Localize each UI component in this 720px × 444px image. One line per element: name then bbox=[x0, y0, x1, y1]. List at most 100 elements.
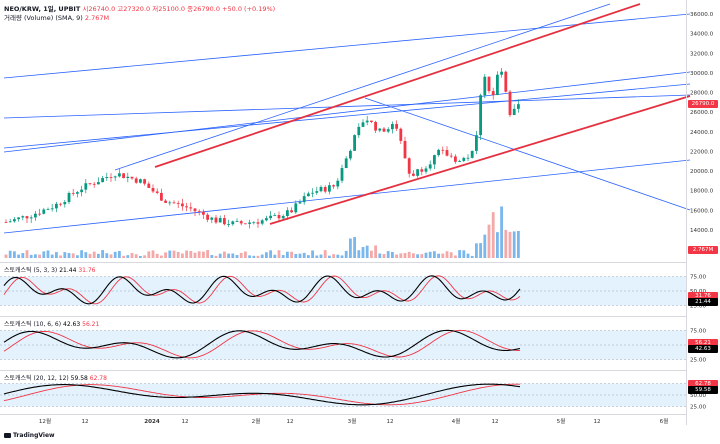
candle-body bbox=[403, 140, 407, 159]
volume-bar bbox=[357, 250, 361, 258]
volume-value: 2.767M bbox=[84, 14, 110, 22]
volume-bar bbox=[265, 252, 268, 258]
candle-body bbox=[25, 216, 29, 219]
stoch-2-d-tag: 56.21 bbox=[688, 339, 718, 347]
candle-body bbox=[42, 209, 46, 214]
volume-bar bbox=[403, 253, 407, 258]
volume-bar bbox=[13, 251, 16, 258]
candle-body bbox=[374, 121, 377, 131]
stoch-3-label[interactable]: 스토캐스틱 (20, 12, 12) 59.58 62.78 bbox=[4, 375, 107, 382]
trend-line-blue bbox=[3, 13, 691, 79]
volume-bar bbox=[332, 254, 335, 258]
volume-bar bbox=[374, 245, 377, 258]
candle-body bbox=[214, 217, 218, 223]
candle-body bbox=[370, 120, 373, 122]
candle-body bbox=[302, 196, 306, 203]
volume-bar bbox=[323, 250, 327, 258]
volume-bar bbox=[395, 254, 398, 258]
volume-bar bbox=[449, 252, 453, 258]
candle-body bbox=[71, 192, 75, 194]
candle-body bbox=[38, 213, 41, 215]
volume-bar bbox=[311, 250, 314, 258]
volume-bar bbox=[109, 254, 113, 258]
stoch-3-d-tag: 62.78 bbox=[688, 380, 718, 388]
volume-bar bbox=[46, 250, 50, 258]
volume-bar bbox=[286, 251, 289, 258]
volume-bar bbox=[92, 251, 96, 258]
candle-body bbox=[239, 221, 243, 224]
candle-body bbox=[105, 177, 109, 179]
candle-body bbox=[218, 218, 222, 223]
candle-body bbox=[483, 76, 487, 96]
stoch-1-label[interactable]: 스토캐스틱 (5, 3, 3) 21.44 31.76 bbox=[4, 267, 96, 274]
volume-bar bbox=[50, 254, 54, 258]
volume-bar bbox=[126, 255, 130, 258]
volume-bar bbox=[407, 251, 411, 258]
volume-bar bbox=[235, 255, 239, 258]
volume-label[interactable]: 거래량 (Volume) (SMA, 9) bbox=[4, 14, 83, 22]
time-axis-label: 12 bbox=[81, 419, 88, 425]
stoch-level-label: 25.00 bbox=[690, 303, 706, 309]
stoch-d-line bbox=[3, 329, 521, 359]
stoch-3-k-tag: 59.58 bbox=[688, 386, 718, 394]
pane-divider[interactable] bbox=[0, 370, 686, 371]
volume-bar bbox=[441, 253, 445, 258]
stoch-k-line bbox=[3, 329, 521, 359]
symbol-title[interactable]: NEO/KRW, 1일, UPBIT bbox=[4, 5, 81, 13]
stoch-2-label[interactable]: 스토캐스틱 (10, 6, 6) 42.63 56.21 bbox=[4, 321, 100, 328]
volume-bar bbox=[218, 253, 222, 258]
volume-bar bbox=[479, 243, 482, 258]
candle-body bbox=[67, 192, 71, 203]
volume-bar bbox=[256, 255, 260, 258]
volume-bar bbox=[273, 254, 277, 258]
candle-body bbox=[512, 108, 516, 116]
candle-body bbox=[298, 202, 302, 204]
volume-bar bbox=[143, 255, 146, 258]
candle-body bbox=[504, 71, 508, 92]
candle-body bbox=[470, 150, 474, 158]
volume-header: 거래량 (Volume) (SMA, 9) 2.767M bbox=[4, 12, 109, 22]
price-axis-label: 26000.0 bbox=[690, 110, 714, 116]
candle-body bbox=[235, 221, 239, 222]
volume-bar bbox=[160, 255, 163, 258]
trend-line-blue bbox=[3, 159, 691, 234]
candle-body bbox=[407, 158, 411, 174]
tradingview-logo[interactable]: TradingView bbox=[4, 432, 55, 439]
symbol-header: NEO/KRW, 1일, UPBIT 시26740.0 고27320.0 저25… bbox=[4, 3, 275, 13]
candle-body bbox=[328, 185, 331, 192]
time-axis-label: 2월 bbox=[252, 417, 261, 425]
volume-bar bbox=[189, 251, 193, 258]
volume-bar bbox=[34, 254, 37, 258]
candle-body bbox=[55, 203, 58, 209]
candle-body bbox=[197, 211, 201, 212]
volume-bar bbox=[231, 253, 235, 258]
volume-bar bbox=[349, 238, 352, 258]
pane-divider[interactable] bbox=[0, 262, 686, 263]
candle-body bbox=[155, 191, 159, 193]
candle-body bbox=[412, 173, 415, 176]
volume-bar bbox=[122, 255, 125, 258]
pane-divider[interactable] bbox=[0, 316, 686, 317]
candle-body bbox=[475, 135, 478, 151]
candle-body bbox=[382, 128, 386, 132]
candle-body bbox=[256, 222, 260, 224]
volume-bar bbox=[210, 254, 214, 258]
volume-bar bbox=[214, 255, 218, 258]
candle-body bbox=[84, 183, 88, 190]
last-price-tag: 26790.0 bbox=[688, 100, 718, 108]
candle-body bbox=[21, 216, 25, 218]
volume-bar bbox=[147, 251, 151, 258]
price-axis-label: 28000.0 bbox=[690, 91, 714, 97]
volume-bar bbox=[458, 250, 461, 258]
candle-body bbox=[97, 182, 100, 185]
candle-body bbox=[176, 203, 180, 204]
volume-bar bbox=[517, 231, 520, 258]
candle-body bbox=[139, 179, 142, 183]
volume-bar bbox=[416, 254, 419, 258]
candle-body bbox=[391, 123, 394, 130]
volume-bar bbox=[336, 254, 340, 258]
candle-body bbox=[118, 173, 121, 177]
price-axis-label: 36000.0 bbox=[690, 12, 714, 18]
candle-body bbox=[290, 210, 293, 213]
